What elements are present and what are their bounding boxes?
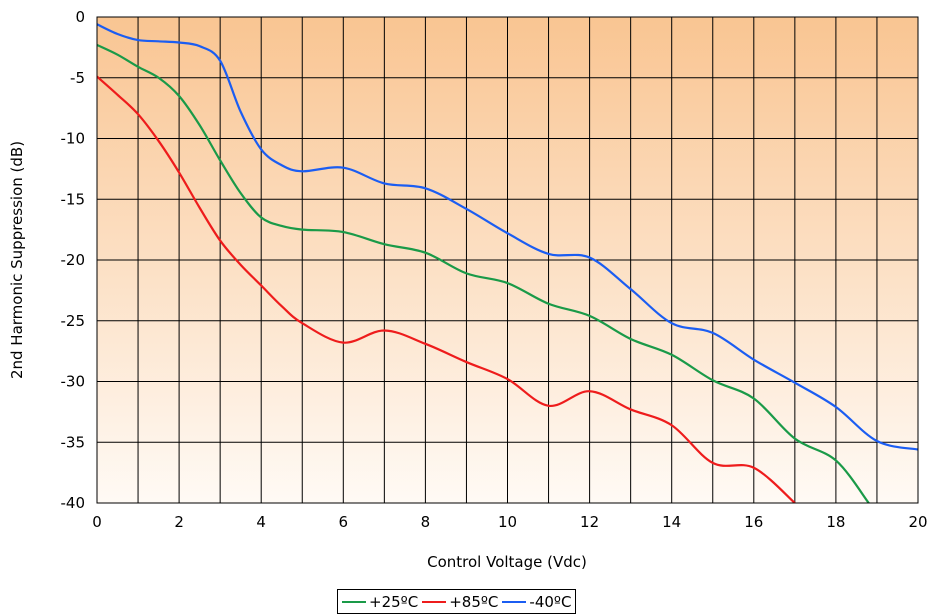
y-tick-label: -35: [61, 433, 86, 451]
x-tick-label: 10: [498, 513, 517, 531]
legend: +25ºC +85ºC -40ºC: [337, 589, 577, 614]
series-line-1: [97, 75, 796, 503]
legend-label: +85ºC: [449, 592, 499, 611]
x-tick-label: 12: [580, 513, 599, 531]
y-tick-label: -15: [61, 190, 86, 208]
legend-item-0: +25ºC: [342, 593, 418, 611]
x-tick-label: 2: [174, 513, 184, 531]
y-axis-ticks: 0 -5 -10 -15 -20 -25 -30 -35 -40: [61, 8, 86, 512]
x-tick-label: 8: [421, 513, 431, 531]
series-line-2: [97, 23, 918, 451]
series-lines: [97, 23, 918, 503]
x-tick-label: 20: [908, 513, 927, 531]
legend-swatch: [422, 600, 447, 603]
x-tick-label: 18: [826, 513, 845, 531]
legend-item-1: +85ºC: [422, 593, 498, 611]
y-axis-title: 2nd Harmonic Suppression (dB): [8, 141, 26, 379]
x-tick-label: 6: [339, 513, 349, 531]
y-tick-label: 0: [75, 8, 85, 26]
plot-border: [96, 16, 919, 504]
legend-item-2: -40ºC: [502, 593, 571, 611]
legend-swatch: [502, 600, 527, 603]
series-line-0: [97, 43, 870, 503]
y-tick-label: -5: [70, 69, 85, 87]
y-tick-label: -20: [61, 251, 86, 269]
x-tick-label: 0: [92, 513, 102, 531]
grid-lines: [97, 17, 918, 503]
x-axis-title: Control Voltage (Vdc): [427, 553, 587, 571]
x-tick-label: 4: [256, 513, 266, 531]
x-tick-label: 14: [662, 513, 681, 531]
y-tick-label: -10: [61, 130, 86, 148]
legend-swatch: [342, 600, 366, 603]
legend-label: -40ºC: [529, 592, 572, 611]
y-tick-label: -25: [61, 312, 86, 330]
y-tick-label: -30: [61, 373, 86, 391]
legend-label: +25ºC: [369, 592, 419, 611]
x-tick-label: 16: [744, 513, 763, 531]
y-tick-label: -40: [61, 494, 86, 512]
x-axis-ticks: 0 2 4 6 8 10 12 14 16 18 20: [92, 513, 927, 531]
